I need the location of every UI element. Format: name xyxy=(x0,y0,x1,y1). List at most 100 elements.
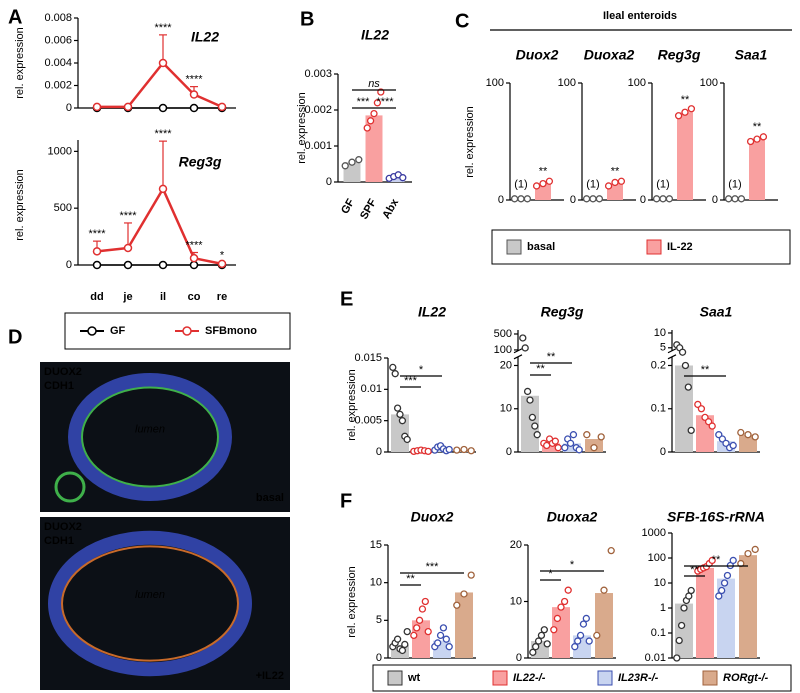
stain-label: CDH1 xyxy=(44,535,74,547)
dot xyxy=(445,445,453,454)
chart-title: Duoxa2 xyxy=(547,509,598,525)
dot xyxy=(341,162,349,170)
significance: ns xyxy=(368,78,380,90)
dot xyxy=(582,195,591,203)
legend-label: SFBmono xyxy=(205,325,257,337)
bar xyxy=(455,592,473,658)
dot xyxy=(551,437,559,445)
dot xyxy=(539,179,547,188)
y-tick-label: 5 xyxy=(376,614,382,626)
legend-label: wt xyxy=(407,672,421,684)
y-axis-label: rel. expression xyxy=(296,92,308,164)
y-tick-label: 0.001 xyxy=(304,140,332,152)
dot xyxy=(413,624,421,632)
dot xyxy=(445,643,453,651)
epithelium xyxy=(81,386,219,488)
y-tick-label: 0 xyxy=(570,194,576,206)
y-tick-label: 100 xyxy=(486,77,504,89)
dot xyxy=(583,431,591,439)
dot xyxy=(681,361,690,370)
y-tick-label: 0 xyxy=(66,259,72,271)
legend-box xyxy=(372,664,792,692)
dot xyxy=(460,445,468,454)
legend-swatch xyxy=(387,670,403,686)
axis-break xyxy=(667,348,677,354)
y-tick-label: 100 xyxy=(700,77,718,89)
y-tick-label: 0.01 xyxy=(645,652,666,664)
dot xyxy=(533,431,541,439)
y-tick-label: 100 xyxy=(648,552,666,564)
stain-label: DUOX2 xyxy=(44,521,82,533)
point xyxy=(217,259,227,269)
chart-title: Reg3g xyxy=(179,154,222,170)
dot xyxy=(746,137,755,146)
dot xyxy=(434,639,442,647)
dot xyxy=(460,590,468,598)
significance: ** xyxy=(701,364,710,376)
chart-title: Duoxa2 xyxy=(584,47,635,63)
dot xyxy=(731,195,739,203)
significance: *** xyxy=(357,96,371,108)
dot xyxy=(510,195,519,203)
dot xyxy=(550,626,558,634)
dot xyxy=(453,601,461,609)
series-line xyxy=(96,186,223,266)
dot xyxy=(595,195,604,203)
dot xyxy=(398,646,407,655)
point xyxy=(92,247,102,256)
dot xyxy=(534,637,543,645)
dot xyxy=(569,431,578,439)
bar xyxy=(365,115,383,182)
y-axis-label: rel. expression xyxy=(14,169,26,241)
legend-marker xyxy=(87,326,97,336)
dot xyxy=(665,195,674,203)
stain-label: CDH1 xyxy=(44,380,74,392)
chart-title: Saa1 xyxy=(735,47,768,63)
bar xyxy=(677,112,693,200)
dot xyxy=(391,370,399,378)
point xyxy=(217,102,227,112)
significance: ** xyxy=(753,121,762,133)
condition-label: +IL22 xyxy=(256,670,284,682)
y-tick-label: 0 xyxy=(506,446,512,458)
significance: ** xyxy=(406,573,415,585)
dot xyxy=(529,648,537,656)
legend-swatch xyxy=(597,670,613,686)
y-tick-label: 10 xyxy=(654,327,666,339)
point xyxy=(158,103,168,113)
dot xyxy=(585,637,593,645)
dot xyxy=(467,571,475,579)
dot xyxy=(697,405,706,413)
panel-label: E xyxy=(340,288,353,310)
y-tick-label: 10 xyxy=(510,595,522,607)
dot xyxy=(561,444,569,452)
panel-label: A xyxy=(8,6,22,28)
y-tick-label: 10 xyxy=(654,577,666,589)
dot xyxy=(604,182,613,190)
dot xyxy=(753,135,761,143)
y-tick-label: 0.002 xyxy=(44,79,72,91)
dot xyxy=(708,556,716,565)
tissue xyxy=(48,530,252,677)
dot xyxy=(681,108,689,116)
significance: **** xyxy=(119,210,137,222)
significance: (1) xyxy=(656,179,669,191)
legend-swatch xyxy=(506,239,522,255)
y-tick-label: 1000 xyxy=(48,145,72,157)
significance: ** xyxy=(712,554,721,566)
y-tick-label: 0.2 xyxy=(651,359,666,371)
dot xyxy=(571,643,579,651)
dot xyxy=(718,586,726,595)
bar xyxy=(595,593,613,658)
y-tick-label: 15 xyxy=(370,539,382,551)
dot xyxy=(521,344,529,352)
dot xyxy=(737,195,746,203)
dot xyxy=(366,117,375,125)
dot xyxy=(424,447,432,456)
dot xyxy=(652,195,661,203)
dot xyxy=(737,428,745,437)
dot xyxy=(554,444,562,452)
dot xyxy=(582,614,590,623)
axis-break xyxy=(667,354,677,360)
dot xyxy=(597,433,605,441)
